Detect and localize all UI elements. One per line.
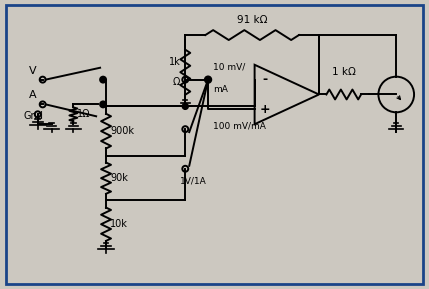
Text: 1 kΩ: 1 kΩ — [332, 67, 356, 77]
Text: 90k: 90k — [110, 173, 128, 183]
Text: 1Ω: 1Ω — [77, 109, 91, 119]
Text: 1k: 1k — [169, 57, 180, 67]
Text: 91 kΩ: 91 kΩ — [237, 15, 267, 25]
Text: Ω: Ω — [173, 77, 180, 87]
Text: 10k: 10k — [110, 219, 128, 229]
Circle shape — [205, 76, 211, 83]
Text: Gnd: Gnd — [24, 111, 44, 121]
Text: mA: mA — [213, 85, 228, 94]
Text: +: + — [259, 103, 270, 116]
Text: 1V/1A: 1V/1A — [180, 176, 207, 185]
FancyBboxPatch shape — [6, 5, 423, 284]
Circle shape — [100, 101, 106, 107]
Circle shape — [100, 77, 106, 83]
Circle shape — [182, 103, 188, 109]
Text: V: V — [29, 66, 37, 76]
Text: 10 mV/: 10 mV/ — [213, 63, 245, 72]
Text: 900k: 900k — [110, 126, 134, 136]
Text: A: A — [29, 90, 37, 101]
Text: -: - — [262, 73, 267, 86]
Text: 100 mV/mA: 100 mV/mA — [213, 122, 266, 131]
